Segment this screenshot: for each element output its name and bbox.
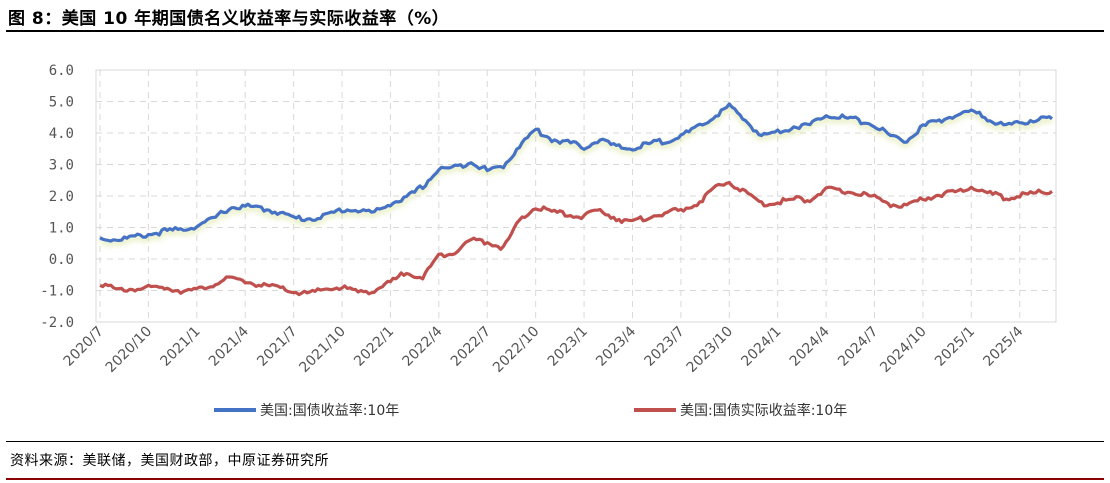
x-tick-label: 2023/7: [642, 324, 688, 370]
x-tick-label: 2023/4: [593, 323, 639, 369]
x-tick-label: 2022/4: [400, 323, 446, 369]
y-tick-label: 5.0: [49, 95, 74, 111]
y-tick-label: 4.0: [49, 126, 74, 142]
x-tick-label: 2021/7: [254, 324, 300, 370]
x-tick-label: 2021/1: [157, 324, 203, 370]
x-tick-label: 2024/7: [835, 324, 881, 370]
legend-item: 美国:国债收益率:10年: [214, 402, 399, 419]
x-tick-label: 2025/4: [980, 323, 1026, 369]
real-yield-line: [99, 181, 1053, 297]
y-tick-label: -1.0: [40, 284, 74, 300]
x-tick-label: 2021/4: [206, 323, 252, 369]
y-tick-label: 3.0: [49, 158, 74, 174]
chart-title: 图 8：美国 10 年期国债名义收益率与实际收益率（%）: [8, 9, 450, 29]
x-tick-label: 2024/10: [877, 324, 929, 376]
nominal-yield-line: [99, 102, 1053, 243]
legend: 美国:国债收益率:10年 美国:国债实际收益率:10年: [214, 402, 847, 419]
y-axis: 6.0 5.0 4.0 3.0 2.0 1.0 0.0 -1.0 -2.0: [40, 63, 74, 331]
y-tick-label: 1.0: [49, 221, 74, 237]
grid-lines: [95, 69, 1057, 323]
line-chart: 6.05.04.03.02.01.00.0-1.0-2.0 2020/72020…: [40, 63, 1057, 419]
legend-label: 美国:国债实际收益率:10年: [680, 402, 847, 419]
y-tick-label: 6.0: [49, 63, 74, 79]
x-tick-label: 2021/10: [296, 324, 348, 376]
y-tick-label: 2.0: [49, 189, 74, 205]
x-tick-label: 2022/7: [448, 324, 494, 370]
legend-label: 美国:国债收益率:10年: [260, 402, 399, 419]
series-lines: [99, 102, 1053, 297]
x-tick-label: 2024/1: [738, 324, 784, 370]
x-tick-label: 2020/10: [103, 324, 155, 376]
title-rule: [6, 30, 1104, 32]
x-tick-label: 2024/4: [787, 323, 833, 369]
x-tick-label: 2022/1: [351, 324, 397, 370]
x-tick-label: 2025/1: [932, 324, 978, 370]
y-tick-label: 0.0: [49, 252, 74, 268]
source-note: 资料来源：美联储，美国财政部，中原证券研究所: [10, 453, 329, 469]
x-tick-label: 2023/1: [545, 324, 591, 370]
source-rule: [6, 441, 1104, 442]
legend-item: 美国:国债实际收益率:10年: [634, 402, 847, 419]
footer-rule: [6, 478, 1104, 480]
x-tick-label: 2023/10: [684, 324, 736, 376]
x-tick-label: 2022/10: [490, 324, 542, 376]
y-tick-label: -2.0: [40, 315, 74, 331]
